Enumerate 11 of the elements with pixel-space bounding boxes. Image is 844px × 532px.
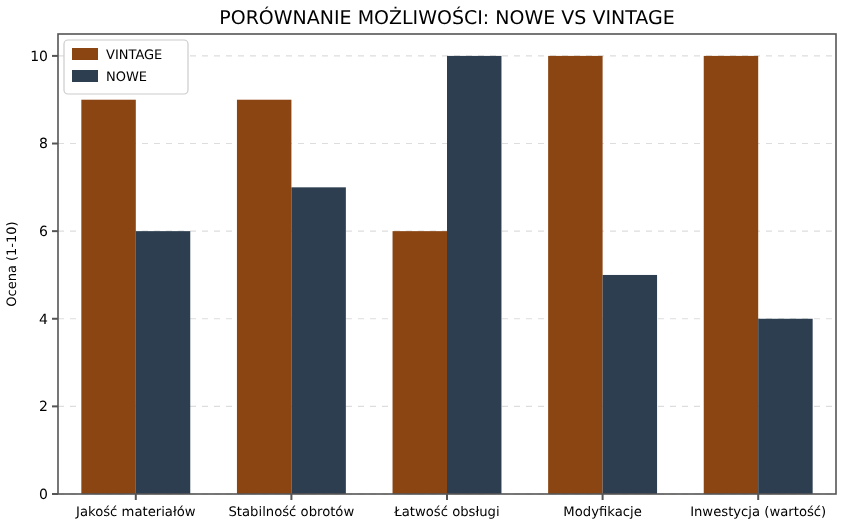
- bar: [703, 55, 759, 494]
- bar: [291, 187, 346, 494]
- bar: [447, 55, 502, 494]
- bar: [548, 55, 603, 494]
- bar: [81, 99, 136, 494]
- bar: [602, 274, 658, 494]
- bar: [135, 231, 191, 494]
- chart-title: PORÓWNANIE MOŻLIWOŚCI: NOWE VS VINTAGE: [219, 6, 675, 30]
- bar: [236, 99, 292, 494]
- bar: [758, 318, 813, 494]
- bar: [392, 231, 447, 494]
